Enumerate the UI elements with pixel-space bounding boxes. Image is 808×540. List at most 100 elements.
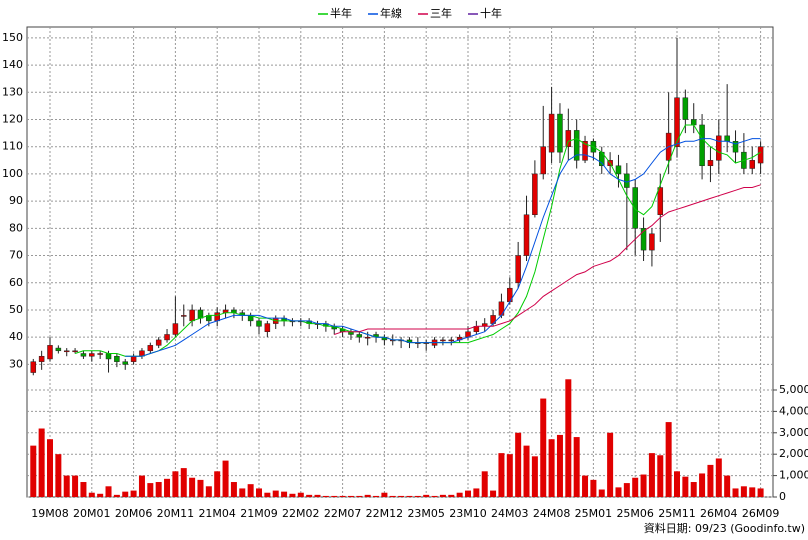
- candle-body: [181, 315, 187, 317]
- candle-body: [114, 355, 120, 362]
- volume-bar: [674, 471, 680, 497]
- volume-bar: [30, 445, 37, 497]
- volume-bar: [155, 482, 162, 497]
- candle-body: [72, 350, 78, 353]
- candle-body: [707, 160, 714, 167]
- y2-tick-label: 5,000: [779, 383, 808, 396]
- volume-bar: [322, 495, 329, 497]
- volume-bar: [715, 458, 722, 497]
- candle-body: [573, 130, 580, 161]
- plot-frame: [26, 26, 774, 498]
- volume-bar: [373, 495, 380, 497]
- volume-bar: [640, 474, 647, 497]
- x-tick-label: 20M06: [115, 507, 153, 520]
- volume-bar: [97, 493, 104, 497]
- x-tick-label: 25M11: [658, 507, 696, 520]
- candle-body: [557, 113, 563, 153]
- candle-body: [716, 135, 722, 161]
- volume-bar: [565, 379, 572, 497]
- volume-bar: [272, 490, 279, 497]
- volume-bar: [515, 432, 522, 497]
- y-tick-label: 90: [9, 194, 23, 207]
- volume-bar: [147, 483, 154, 497]
- y-tick-label: 110: [2, 140, 23, 153]
- candle-body: [172, 323, 179, 335]
- volume-bar: [598, 489, 605, 497]
- x-tick-label: 20M11: [157, 507, 195, 520]
- candle-body: [532, 173, 538, 215]
- candle-body: [63, 350, 70, 353]
- candle-body: [757, 146, 764, 164]
- volume-bar: [607, 432, 614, 497]
- volume-bar: [498, 453, 505, 497]
- candle-body: [80, 353, 87, 357]
- volume-bar: [506, 454, 513, 497]
- y-tick-label: 100: [2, 167, 23, 180]
- x-tick-label: 24M03: [491, 507, 529, 520]
- volume-bar: [548, 439, 555, 497]
- volume-bar: [615, 487, 622, 497]
- volume-bar: [740, 486, 747, 497]
- volume-bar: [531, 456, 538, 497]
- source-note: 資料日期: 09/23 (Goodinfo.tw): [644, 521, 805, 535]
- volume-bar: [439, 494, 446, 497]
- x-tick-label: 22M12: [366, 507, 404, 520]
- candle-body: [214, 312, 220, 322]
- volume-bar: [138, 475, 145, 497]
- x-tick-label: 21M09: [240, 507, 278, 520]
- volume-bar: [573, 437, 580, 497]
- candle-body: [105, 353, 112, 360]
- candle-body: [699, 124, 705, 167]
- volume-bar: [264, 492, 271, 497]
- candle-body: [582, 141, 588, 161]
- candle-body: [130, 355, 137, 362]
- volume-bar: [47, 439, 53, 497]
- legend-label: 十年: [480, 6, 502, 20]
- volume-bar: [690, 482, 697, 497]
- y-tick-label: 50: [9, 303, 23, 316]
- volume-bar: [632, 477, 639, 497]
- volume-bar: [481, 471, 488, 497]
- volume-bar: [540, 398, 547, 497]
- volume-bar: [448, 494, 455, 497]
- volume-bar: [331, 495, 338, 497]
- x-tick-label: 23M10: [449, 507, 487, 520]
- volume-bar: [63, 475, 70, 497]
- y-tick-label: 120: [2, 113, 23, 126]
- volume-bar: [423, 494, 430, 497]
- volume-bar: [381, 492, 388, 497]
- candle-body: [89, 353, 95, 357]
- volume-bar: [648, 453, 655, 497]
- candle-body: [47, 345, 53, 360]
- volume-bar: [281, 491, 288, 497]
- x-tick-label: 26M09: [742, 507, 780, 520]
- volume-bar: [523, 445, 530, 497]
- volume-bar: [55, 454, 62, 497]
- volume-bar: [38, 428, 45, 497]
- volume-bar: [222, 460, 229, 497]
- candle-body: [38, 355, 45, 362]
- volume-bar: [414, 495, 421, 497]
- volume-bar: [339, 495, 346, 497]
- y2-tick-label: 1,000: [779, 469, 808, 482]
- volume-bar: [347, 495, 354, 497]
- volume-bar: [490, 490, 497, 497]
- candle-body: [197, 309, 204, 319]
- candle-body: [548, 113, 555, 153]
- x-tick-label: 22M02: [282, 507, 320, 520]
- volume-bar: [88, 492, 95, 497]
- y-tick-label: 80: [9, 221, 23, 234]
- volume-bar: [214, 471, 221, 497]
- volume-bar: [582, 475, 589, 497]
- volume-bar: [306, 494, 313, 497]
- volume-bar: [239, 488, 246, 497]
- x-tick-label: 24M08: [533, 507, 571, 520]
- volume-bar: [590, 479, 597, 497]
- volume-bar: [364, 494, 371, 497]
- candle-body: [356, 334, 363, 338]
- volume-bar: [356, 495, 363, 497]
- volume-bar: [623, 483, 630, 497]
- candle-body: [640, 228, 647, 251]
- candle-body: [690, 119, 697, 126]
